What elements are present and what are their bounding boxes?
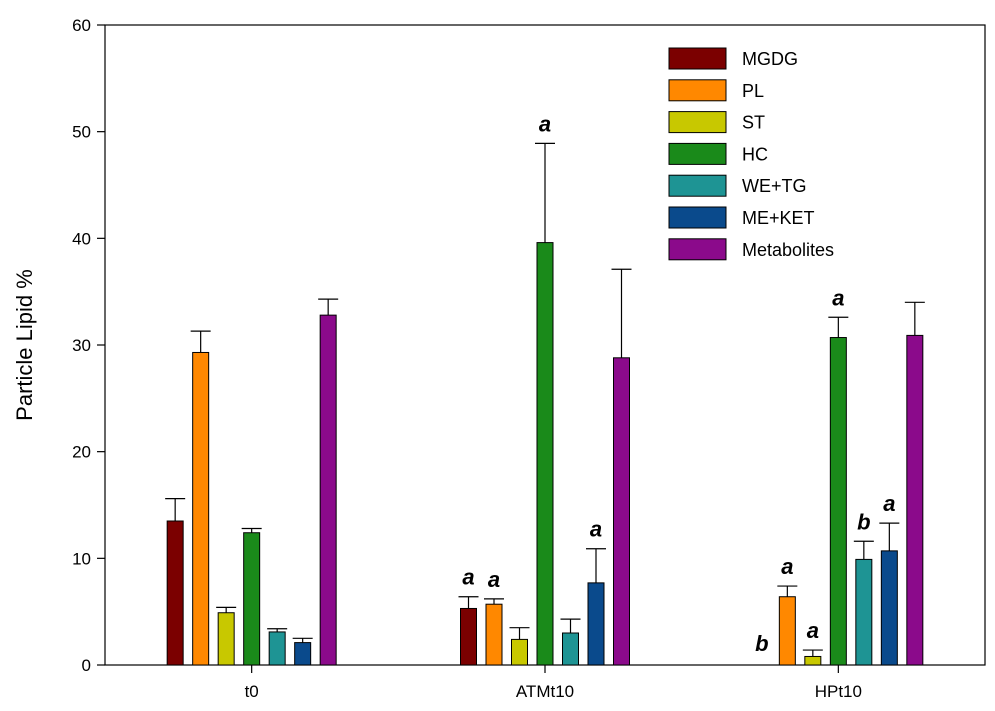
bar-we-tg: [268, 631, 286, 666]
significance-letter: a: [539, 111, 551, 136]
significance-letter: a: [832, 285, 844, 310]
legend-label: Metabolites: [742, 240, 834, 260]
bar-pl: [778, 596, 796, 666]
bar-we-tg: [562, 632, 579, 666]
significance-letter: a: [883, 491, 895, 516]
legend-swatch: [668, 111, 727, 134]
legend-swatch: [668, 206, 727, 229]
legend-swatch: [668, 79, 727, 102]
bar-pl: [192, 351, 210, 666]
significance-letter: a: [590, 517, 602, 542]
x-tick-label: HPt10: [815, 682, 862, 701]
bar-mgdg: [460, 607, 477, 666]
legend-swatch: [668, 238, 727, 261]
significance-letter: a: [462, 565, 474, 590]
y-axis-title: Particle Lipid %: [12, 269, 37, 421]
legend-label: PL: [742, 81, 764, 101]
bar-hc: [829, 337, 847, 666]
y-tick-label: 20: [72, 443, 91, 462]
legend-label: ST: [742, 113, 765, 133]
y-tick-label: 40: [72, 229, 91, 248]
bar-me-ket: [587, 582, 605, 666]
bar-we-tg: [855, 558, 873, 666]
y-tick-label: 10: [72, 549, 91, 568]
bar-st: [804, 655, 822, 666]
legend-label: HC: [742, 144, 768, 164]
legend: MGDG PL ST HC WE+TG ME+KET Metabolites: [668, 47, 834, 261]
significance-letter: b: [857, 509, 870, 534]
bar-metabolites: [319, 314, 337, 666]
bar-st: [217, 612, 235, 666]
y-tick-label: 60: [72, 16, 91, 35]
legend-label: ME+KET: [742, 208, 815, 228]
bar-mgdg: [166, 520, 184, 666]
legend-label: MGDG: [742, 49, 798, 69]
significance-letter: a: [781, 554, 793, 579]
bar-me-ket: [294, 642, 312, 666]
significance-letter: a: [488, 567, 500, 592]
bar-hc: [243, 532, 261, 666]
x-tick-label: ATMt10: [516, 682, 574, 701]
legend-swatch: [668, 47, 727, 70]
y-tick-label: 30: [72, 336, 91, 355]
legend-swatch: [668, 174, 727, 197]
bar-st: [511, 638, 528, 666]
bar-metabolites: [613, 357, 630, 666]
bar-pl: [485, 603, 503, 666]
significance-letter: a: [807, 618, 819, 643]
legend-swatch: [668, 142, 727, 165]
y-tick-label: 50: [72, 123, 91, 142]
legend-label: WE+TG: [742, 176, 807, 196]
y-tick-label: 0: [82, 656, 91, 675]
bar-me-ket: [880, 550, 898, 666]
bar-metabolites: [906, 334, 924, 666]
significance-letter: b: [755, 631, 768, 656]
x-tick-label: t0: [245, 682, 259, 701]
bar-hc: [536, 242, 554, 666]
